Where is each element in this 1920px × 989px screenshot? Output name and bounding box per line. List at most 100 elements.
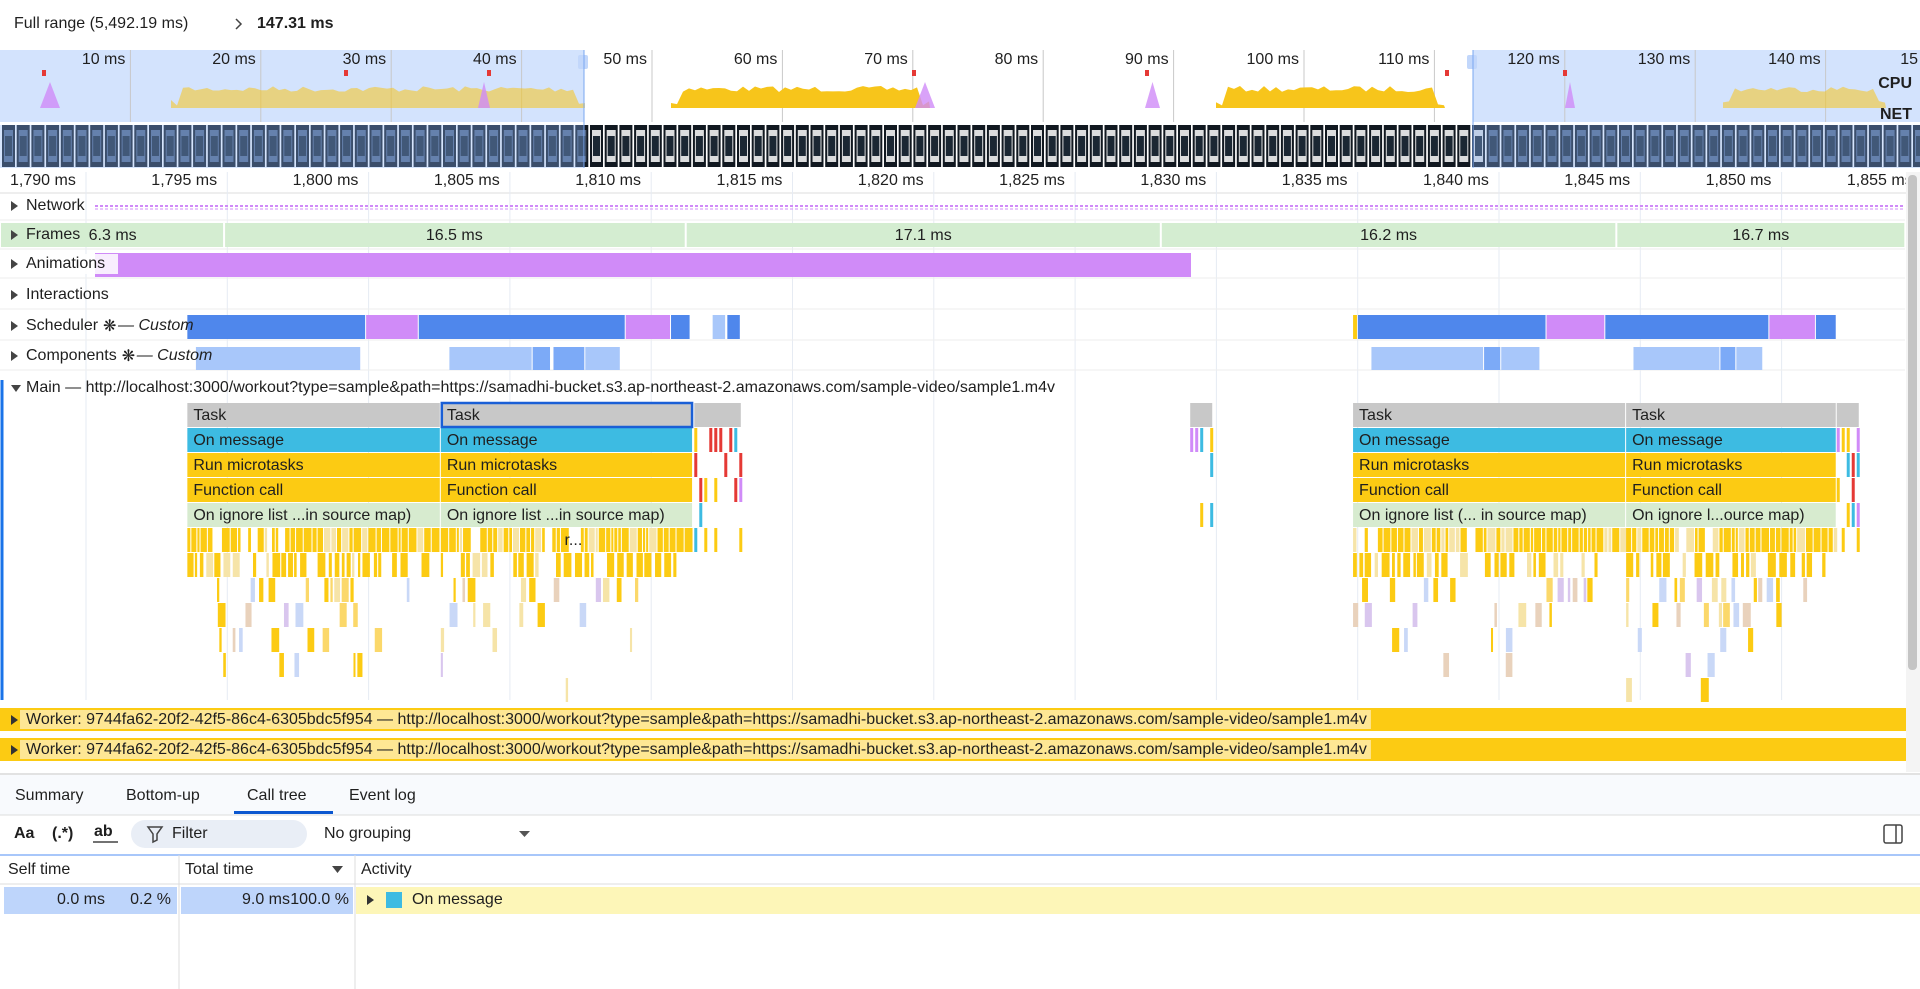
match-case-button[interactable]: Aa — [14, 825, 35, 842]
tab[interactable]: Call tree — [247, 787, 307, 804]
expand-arrow[interactable] — [11, 351, 18, 361]
filmstrip-thumb-dark — [1401, 136, 1409, 156]
breadcrumb-current[interactable]: 147.31 ms — [257, 15, 334, 32]
expand-arrow[interactable] — [367, 895, 374, 905]
track-title[interactable]: Network — [26, 197, 86, 214]
flame-event-label[interactable]: Run microtasks — [1359, 457, 1469, 474]
flame-stripe — [1449, 528, 1455, 552]
expand-arrow[interactable] — [11, 259, 18, 269]
flame-stripe — [259, 578, 264, 602]
filmstrip-thumb-dark — [372, 136, 380, 156]
flame-event-label[interactable]: Function call — [1359, 482, 1449, 499]
flame-event-label[interactable]: Function call — [1632, 482, 1722, 499]
expand-arrow[interactable] — [11, 715, 18, 725]
flame-stripe — [1694, 553, 1703, 577]
flame-stripe — [598, 528, 606, 552]
filmstrip-thumb-dark — [725, 136, 733, 156]
flame-stripe — [684, 528, 693, 552]
flame-stripe — [324, 578, 329, 602]
flame-stripe — [1813, 528, 1821, 552]
flame-stripe — [300, 553, 307, 577]
scheduler-event — [1815, 315, 1836, 339]
tab[interactable]: Summary — [15, 787, 83, 804]
expand-arrow[interactable] — [11, 201, 18, 211]
expand-arrow[interactable] — [11, 385, 21, 392]
regex-button[interactable]: (.*) — [52, 825, 73, 842]
grouping-select[interactable]: No grouping — [324, 825, 411, 842]
overview-tick-label: 40 ms — [473, 51, 517, 68]
filter-input[interactable]: Filter — [172, 825, 208, 842]
column-header[interactable]: Self time — [8, 861, 70, 878]
flame-stripe — [1560, 553, 1564, 577]
track-title[interactable]: Components — [26, 347, 117, 364]
long-task-marker — [42, 70, 46, 76]
flame-event-label[interactable]: Run microtasks — [1632, 457, 1742, 474]
flame-event — [1190, 403, 1213, 427]
tab[interactable]: Bottom-up — [126, 787, 200, 804]
flame-event-label[interactable]: Function call — [193, 482, 283, 499]
flame-stripe — [352, 553, 355, 577]
flame-event-label[interactable]: On ignore list ...in source map) — [193, 507, 411, 524]
track-title[interactable]: Scheduler — [26, 317, 99, 334]
flame-stripe — [642, 528, 646, 552]
flame-event — [187, 478, 440, 502]
flame-stripe — [1742, 603, 1751, 627]
flame-event-label[interactable]: Task — [1359, 407, 1393, 424]
flame-stripe — [1735, 528, 1738, 552]
flame-stripe — [1567, 578, 1571, 602]
flame-event-label[interactable]: Run microtasks — [193, 457, 303, 474]
flame-event-label[interactable]: Task — [447, 407, 481, 424]
component-event — [1501, 347, 1540, 370]
expand-arrow[interactable] — [11, 745, 18, 755]
flame-event-label[interactable]: On message — [193, 432, 284, 449]
flame-event-label[interactable]: On message — [447, 432, 538, 449]
flame-event-label[interactable]: r... — [564, 532, 582, 549]
flame-stripe — [617, 553, 624, 577]
worker-title[interactable]: Worker: 9744fa62-20f2-42f5-86c4-6305bdc5… — [26, 741, 1367, 758]
column-header[interactable]: Total time — [185, 861, 254, 878]
track-title[interactable]: Frames — [26, 226, 80, 243]
scheduler-event — [727, 315, 740, 339]
track-title[interactable]: Main — http://localhost:3000/workout?typ… — [26, 379, 1055, 396]
flame-stripe — [556, 553, 561, 577]
flame-event-label[interactable]: Task — [193, 407, 227, 424]
expand-arrow[interactable] — [11, 290, 18, 300]
flame-stripe — [1856, 428, 1860, 452]
expand-arrow[interactable] — [11, 230, 18, 240]
flame-event-label[interactable]: Run microtasks — [447, 457, 557, 474]
flame-stripe — [1527, 553, 1532, 577]
flame-stripe — [342, 528, 349, 552]
flame-event-label[interactable]: On ignore l...ource map) — [1632, 507, 1805, 524]
flame-event-label[interactable]: On message — [1359, 432, 1450, 449]
column-header[interactable]: Activity — [361, 861, 412, 878]
flame-stripe — [1377, 528, 1383, 552]
whole-word-button[interactable]: ab — [94, 823, 113, 840]
flame-stripe — [542, 528, 545, 552]
flame-stripe — [1718, 603, 1723, 627]
flame-stripe — [734, 478, 738, 502]
flame-stripe — [1353, 528, 1357, 552]
tab[interactable]: Event log — [349, 787, 416, 804]
scrollbar-thumb — [1908, 175, 1917, 670]
flame-stripe — [1720, 628, 1727, 652]
flame-stripe — [214, 553, 221, 577]
track-title[interactable]: Animations — [26, 255, 105, 272]
flame-event-label[interactable]: On ignore list ...in source map) — [447, 507, 665, 524]
breadcrumb-full-range[interactable]: Full range (5,492.19 ms) — [14, 15, 188, 32]
flame-event-label[interactable]: On ignore list (... in source map) — [1359, 507, 1587, 524]
frame-block — [686, 223, 1160, 247]
flame-stripe — [431, 528, 440, 552]
flame-event-label[interactable]: Function call — [447, 482, 537, 499]
flame-stripe — [317, 553, 326, 577]
flame-stripe — [1353, 553, 1357, 577]
flame-event — [1626, 403, 1836, 427]
flame-stripe — [467, 578, 476, 602]
flame-event-label[interactable]: Task — [1632, 407, 1666, 424]
flame-event-label[interactable]: On message — [1632, 432, 1723, 449]
worker-title[interactable]: Worker: 9744fa62-20f2-42f5-86c4-6305bdc5… — [26, 711, 1367, 728]
flame-stripe — [279, 653, 284, 677]
expand-arrow[interactable] — [11, 321, 18, 331]
activity-name[interactable]: On message — [412, 891, 503, 908]
filmstrip-thumb-dark — [284, 136, 292, 156]
track-title[interactable]: Interactions — [26, 286, 109, 303]
